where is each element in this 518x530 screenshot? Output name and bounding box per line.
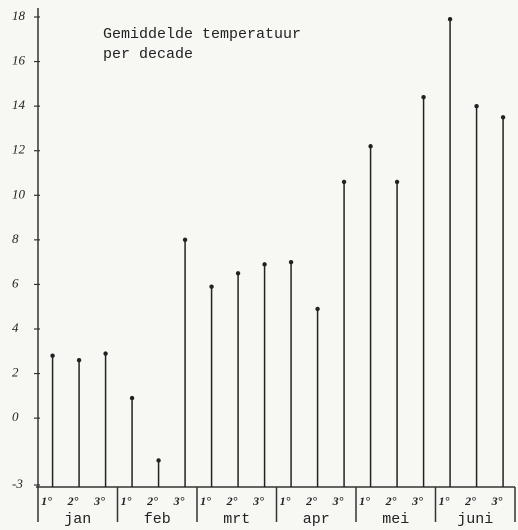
x-tick-label: 1° <box>359 494 370 508</box>
group-label: jan <box>64 511 91 528</box>
stem-tip <box>209 284 214 289</box>
y-tick-label: 18 <box>12 8 26 23</box>
x-tick-label: 3° <box>173 494 185 508</box>
group-label: apr <box>303 511 330 528</box>
stem-tip <box>474 103 479 109</box>
x-tick-label: 2° <box>385 494 397 508</box>
y-tick-label: 2 <box>12 365 19 380</box>
stem-tip <box>129 395 135 401</box>
x-tick-label: 1° <box>200 494 211 508</box>
stem-tip <box>103 351 108 356</box>
stem-tip <box>315 306 320 312</box>
x-tick-label: 2° <box>67 494 79 508</box>
stem-tip <box>421 95 426 100</box>
y-tick-label: 8 <box>12 231 19 246</box>
x-tick-label: 2° <box>464 494 476 508</box>
x-tick-label: 2° <box>226 494 238 508</box>
group-label: juni <box>457 511 493 528</box>
y-tick-label: 0 <box>12 409 19 424</box>
y-tick-label: 4 <box>12 320 19 335</box>
x-tick-label: 1° <box>121 494 132 508</box>
stem-tip <box>447 17 453 22</box>
stem-tip <box>182 237 188 243</box>
y-tick-label: 16 <box>12 53 26 68</box>
x-tick-label: 3° <box>491 494 503 508</box>
group-label: feb <box>144 511 171 528</box>
y-tick-label: 12 <box>12 142 26 157</box>
stem-tip <box>50 353 55 358</box>
stem-tip <box>235 271 241 276</box>
x-tick-label: 1° <box>280 494 291 508</box>
stem-tip <box>394 179 400 185</box>
x-tick-label: 2° <box>146 494 158 508</box>
y-tick-label: 14 <box>12 97 26 112</box>
stem-tip <box>500 115 506 120</box>
x-tick-label: 3° <box>252 494 264 508</box>
chart-title: Gemiddelde temperatuur <box>103 26 301 43</box>
stem-tip <box>288 259 294 265</box>
group-label: mei <box>382 511 409 528</box>
y-tick-label: -3 <box>12 476 23 491</box>
y-tick-label: 10 <box>12 186 26 201</box>
y-tick-label: 6 <box>12 275 19 290</box>
x-tick-label: 3° <box>332 494 344 508</box>
stem-tip <box>341 179 347 185</box>
x-tick-label: 3° <box>411 494 423 508</box>
stem-tip <box>262 262 267 267</box>
stem-tip <box>368 144 373 149</box>
x-tick-label: 1° <box>41 494 52 508</box>
x-tick-label: 3° <box>93 494 105 508</box>
stem-tip <box>76 358 82 363</box>
x-tick-label: 2° <box>305 494 317 508</box>
x-tick-label: 1° <box>439 494 450 508</box>
group-label: mrt <box>223 511 250 528</box>
chart-subtitle: per decade <box>103 46 193 63</box>
stem-tip <box>156 458 161 463</box>
